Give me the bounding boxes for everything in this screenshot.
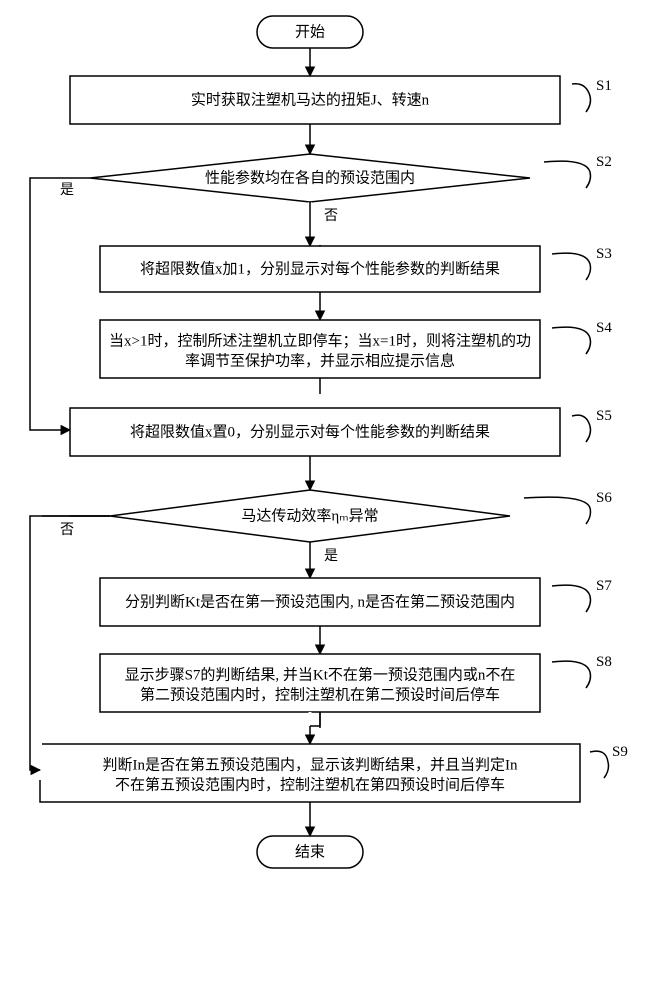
s7-text: 分别判断Kt是否在第一预设范围内, n是否在第二预设范围内: [125, 592, 515, 610]
s4-label: S4: [596, 320, 612, 336]
s6-yes: 是: [324, 549, 338, 564]
s7-box: 分别判断Kt是否在第一预设范围内, n是否在第二预设范围内: [100, 578, 540, 626]
svg-text:否: 否: [60, 523, 74, 538]
start-node: 开始: [257, 16, 363, 48]
s3-box: 将超限数值x加1，分别显示对每个性能参数的判断结果: [100, 246, 540, 292]
s9-l1: 判断In是否在第五预设范围内，显示该判断结果，并且当判定In: [103, 755, 518, 773]
s4-l1: 当x>1时，控制所述注塑机立即停车；当x=1时，则将注塑机的功: [109, 332, 531, 349]
s3-label: S3: [596, 246, 612, 262]
s1-text: 实时获取注塑机马达的扭矩J、转速n: [191, 91, 430, 108]
s5-box: 将超限数值x置0，分别显示对每个性能参数的判断结果: [70, 408, 560, 456]
s6-decision: 马达传动效率ηₘ异常: [110, 490, 510, 542]
s2-text: 性能参数均在各自的预设范围内: [205, 169, 415, 186]
s2-label: S2: [596, 154, 612, 170]
s1-label: S1: [596, 78, 612, 94]
svg-text:否: 否: [324, 209, 338, 224]
s2-decision: 性能参数均在各自的预设范围内: [90, 154, 530, 202]
s9-box: 判断In是否在第五预设范围内，显示该判断结果，并且当判定In 不在第五预设范围内…: [40, 744, 580, 802]
s1-box: 实时获取注塑机马达的扭矩J、转速n: [70, 76, 560, 124]
s8-label: S8: [596, 654, 612, 670]
s5-text: 将超限数值x置0，分别显示对每个性能参数的判断结果: [130, 423, 490, 440]
s8-box: 显示步骤S7的判断结果, 并当Kt不在第一预设范围内或n不在 第二预设范围内时，…: [100, 654, 540, 712]
s5-label: S5: [596, 408, 612, 424]
s3-text: 将超限数值x加1，分别显示对每个性能参数的判断结果: [140, 260, 500, 277]
s9-l2: 不在第五预设范围内时，控制注塑机在第四预设时间后停车: [115, 775, 505, 793]
s2-yes-path: [30, 178, 90, 430]
s2-callout: [544, 161, 591, 188]
s6-label: S6: [596, 490, 612, 506]
s7-label: S7: [596, 578, 612, 594]
end-label: 结束: [295, 843, 325, 860]
s9-label: S9: [612, 744, 628, 760]
s1-callout: [572, 84, 591, 112]
s6-text: 马达传动效率ηₘ异常: [241, 507, 378, 524]
s4-l2: 率调节至保护功率，并显示相应提示信息: [185, 351, 455, 369]
s4-box: 当x>1时，控制所述注塑机立即停车；当x=1时，则将注塑机的功 率调节至保护功率…: [100, 320, 540, 378]
start-label: 开始: [295, 23, 325, 40]
s2-yes: 是: [60, 183, 74, 198]
s8-l1: 显示步骤S7的判断结果, 并当Kt不在第一预设范围内或n不在: [125, 665, 516, 683]
s8-l2: 第二预设范围内时，控制注塑机在第二预设时间后停车: [140, 685, 500, 703]
end-node: 结束: [257, 836, 363, 868]
